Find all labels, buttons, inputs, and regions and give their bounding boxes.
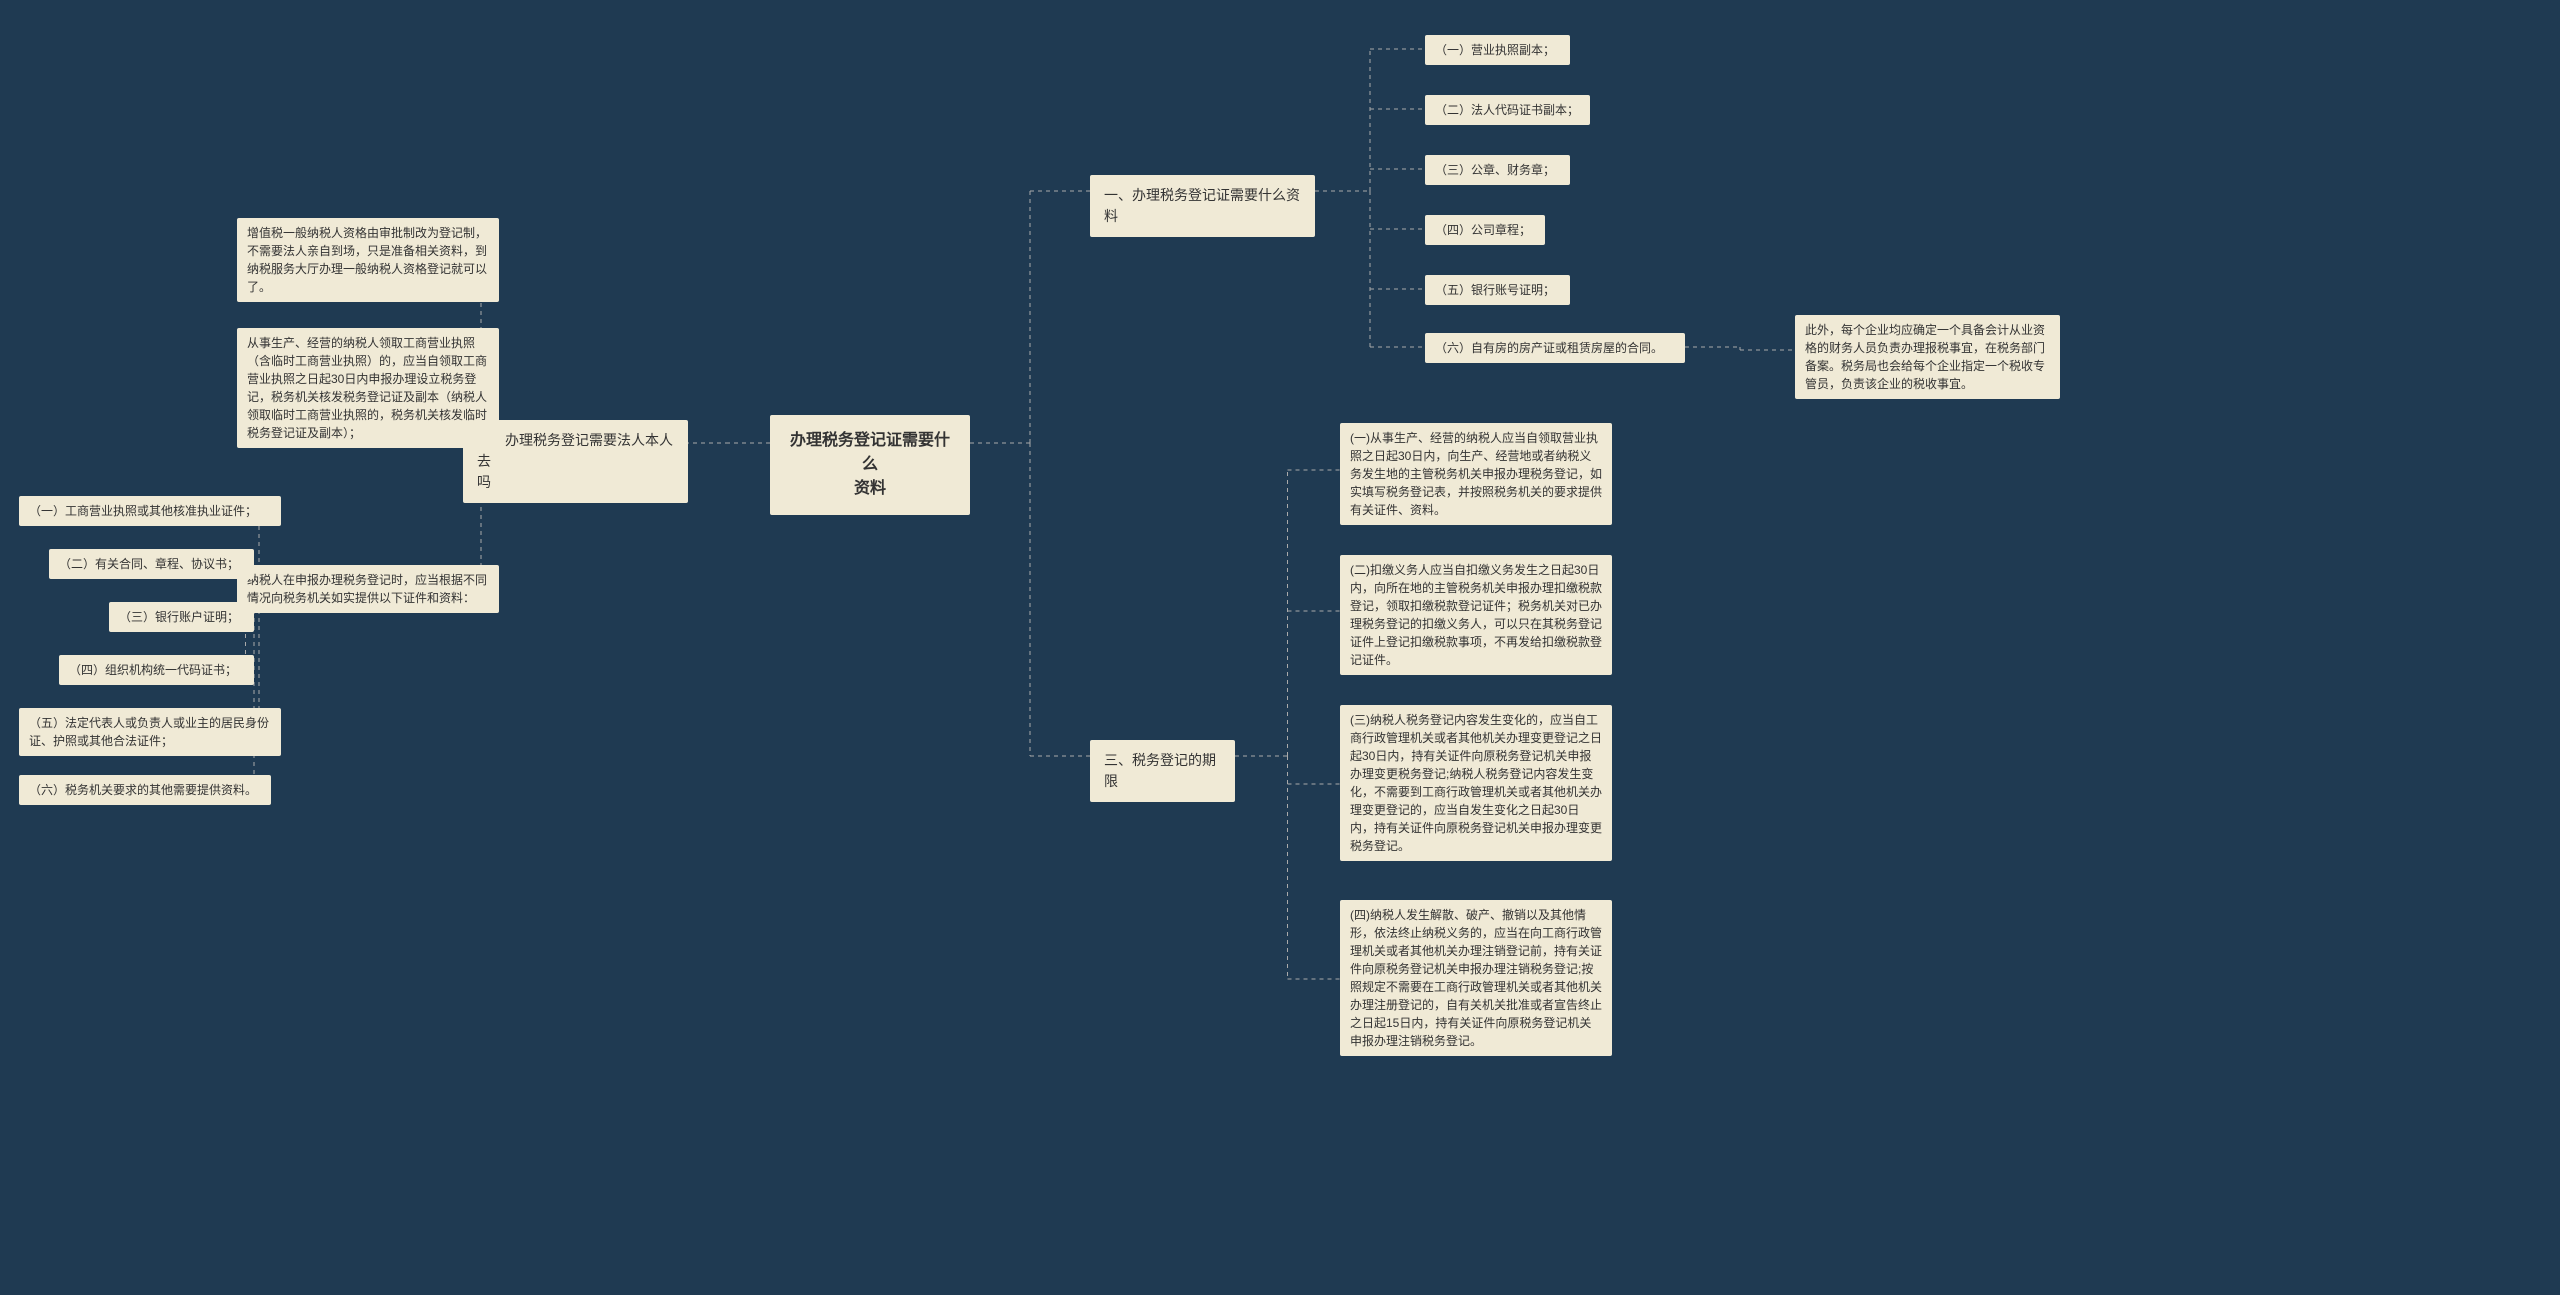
branch-b3: 三、税务登记的期限 [1090, 740, 1235, 802]
leaf-b2c3d: （四）组织机构统一代码证书； [59, 655, 254, 685]
leaf-b1c3: （三）公章、财务章； [1425, 155, 1570, 185]
root-node: 办理税务登记证需要什么资料 [770, 415, 970, 515]
branch-b1: 一、办理税务登记证需要什么资料 [1090, 175, 1315, 237]
leaf-b2c3a: （一）工商营业执照或其他核准执业证件； [19, 496, 281, 526]
leaf-b2c2: 从事生产、经营的纳税人领取工商营业执照（含临时工商营业执照）的，应当自领取工商营… [237, 328, 499, 448]
leaf-b2c3c: （三）银行账户证明； [109, 602, 254, 632]
leaf-b3c2: (二)扣缴义务人应当自扣缴义务发生之日起30日内，向所在地的主管税务机关申报办理… [1340, 555, 1612, 675]
leaf-b1c4: （四）公司章程； [1425, 215, 1545, 245]
leaf-b2c3: 纳税人在申报办理税务登记时，应当根据不同情况向税务机关如实提供以下证件和资料： [237, 565, 499, 613]
leaf-b2c3b: （二）有关合同、章程、协议书； [49, 549, 254, 579]
leaf-b3c4: (四)纳税人发生解散、破产、撤销以及其他情形，依法终止纳税义务的，应当在向工商行… [1340, 900, 1612, 1056]
leaf-b2c3f: （六）税务机关要求的其他需要提供资料。 [19, 775, 271, 805]
leaf-b1c5: （五）银行账号证明； [1425, 275, 1570, 305]
leaf-b2c1: 增值税一般纳税人资格由审批制改为登记制，不需要法人亲自到场，只是准备相关资料，到… [237, 218, 499, 302]
leaf-b1c1: （一）营业执照副本； [1425, 35, 1570, 65]
leaf-b2c3e: （五）法定代表人或负责人或业主的居民身份证、护照或其他合法证件； [19, 708, 281, 756]
leaf-b1c6a: 此外，每个企业均应确定一个具备会计从业资格的财务人员负责办理报税事宜，在税务部门… [1795, 315, 2060, 399]
leaf-b3c1: (一)从事生产、经营的纳税人应当自领取营业执照之日起30日内，向生产、经营地或者… [1340, 423, 1612, 525]
leaf-b1c2: （二）法人代码证书副本； [1425, 95, 1590, 125]
leaf-b3c3: (三)纳税人税务登记内容发生变化的，应当自工商行政管理机关或者其他机关办理变更登… [1340, 705, 1612, 861]
leaf-b1c6: （六）自有房的房产证或租赁房屋的合同。 [1425, 333, 1685, 363]
